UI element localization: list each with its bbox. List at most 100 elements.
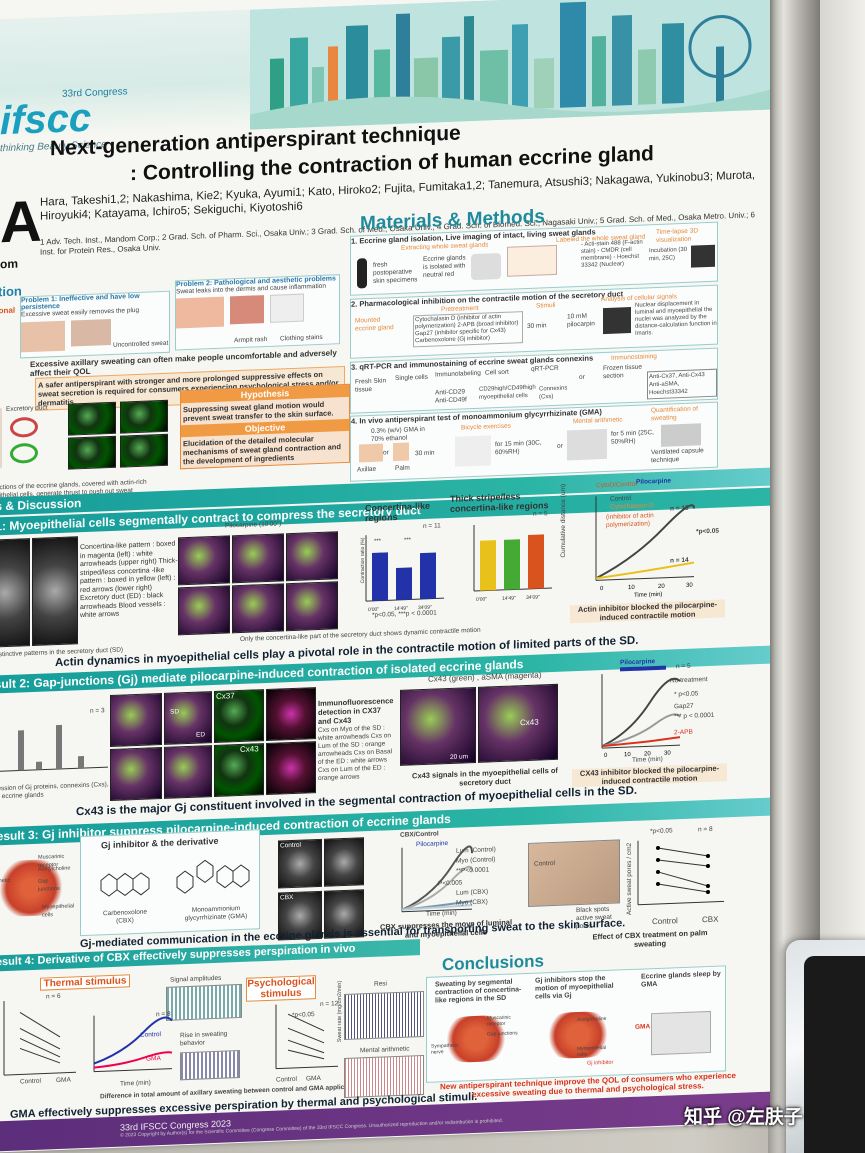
armpit-rash-photo (230, 295, 264, 325)
r1-graph-ylabel: Cumulative distance (um) (560, 483, 567, 558)
r3-ach: Acetylcholine (38, 865, 71, 873)
r1b-bar-3 (528, 534, 544, 589)
r2-apb-line (601, 736, 681, 748)
r3-control-label: Control (534, 859, 555, 868)
mental-arithmetic-photo (567, 428, 607, 461)
fluorescence-image-3 (68, 435, 116, 470)
r3-effect: Effect of CBX treatment on palm sweating (592, 928, 708, 949)
r1-tick-1: 0'00" (368, 607, 379, 613)
armpit-photo (71, 318, 111, 347)
r3-graph-title: CBX/Control (400, 830, 439, 839)
step3-sort: Cell sort (485, 368, 509, 377)
step3-fresh: Fresh Skin tissue (355, 377, 387, 394)
r1b-bar-1 (480, 540, 496, 591)
r1-x-20: 20 (658, 584, 665, 590)
axilla-icon (359, 443, 383, 463)
r2-notreat-line (601, 677, 681, 748)
r1-timelapse-1 (178, 535, 230, 586)
r4-x-gma: GMA (56, 1076, 71, 1085)
method-step4: 4. In vivo antiperspirant test of monoam… (350, 401, 718, 482)
excretory-duct-label: Excretory duct (6, 404, 48, 414)
r3-lum-cbx: Lum (CBX) (456, 888, 489, 897)
step3-labeling: Immunolabeling (435, 369, 481, 379)
r4-ylabel: Sweat rate (mg/cm2/min) (337, 980, 343, 1043)
r4-psych: Psychological stimulus (247, 976, 315, 1001)
r2-expression: Expression of Gj proteins, connexins (Cx… (0, 781, 109, 801)
r3-myo-cbx-line (401, 904, 473, 911)
r3-palm-photo (528, 839, 620, 907)
step4-or2: or (557, 442, 563, 450)
r2-image-5 (110, 747, 162, 802)
introduction-heading: tion (0, 283, 22, 300)
conclusion-gap: Gap junctions (487, 1030, 518, 1038)
r1-cyto-line (595, 561, 695, 580)
step4-palm: Palm (395, 464, 410, 473)
step4-quant: Quantification of sweating (651, 405, 698, 423)
r4-psych-chart (275, 1004, 338, 1070)
conclusion-1: Sweating by segmental contraction of con… (435, 978, 522, 1005)
r2-immuno: Immunofluorescence detection in CX37 and… (318, 696, 394, 727)
cropped-heading-text: om (0, 256, 18, 272)
microscope-icon (471, 252, 501, 281)
r4-psych-gma: GMA (306, 1074, 321, 1083)
r2-cx43-arrow: Cx43 (520, 717, 539, 728)
problem1-image-label: Uncontrolled sweat (113, 339, 169, 349)
r4-curve-control: Control (140, 1031, 161, 1039)
step3-cd49: Anti-CD29 Anti-CD49f (435, 388, 467, 405)
cropped-heading-letter: A (0, 188, 42, 256)
conclusion-ach: Acetylcholine (577, 1015, 607, 1024)
r2-image-6 (164, 745, 212, 799)
step2-nuclear: Nuclear displacement in luminal and myoe… (635, 300, 717, 337)
problem1-panel: Problem 1: Ineffective and have low pers… (20, 290, 170, 359)
step4-capsule: Ventilated capsule technique (651, 447, 704, 465)
r4-signal: Signal amplitudes (170, 974, 222, 984)
city-skyline-illustration (250, 0, 770, 130)
conclusions-heading: Conclusions (442, 951, 545, 975)
r1-xlabel: Time (min) (634, 592, 662, 599)
r3-pair-1 (657, 847, 709, 857)
cbx-structure (100, 872, 150, 897)
r1b-tick-1: 0'00" (476, 597, 487, 603)
r2-n5: n = 5 (676, 662, 691, 671)
foreground-device (786, 940, 865, 1153)
r4-resi: Resi (374, 980, 388, 988)
r3-p3: *p<0.05 (650, 827, 673, 836)
r2-x-10: 10 (624, 752, 631, 758)
r2-apb: 2-APB (674, 728, 693, 737)
fluorescence-image-2 (120, 399, 168, 434)
r1b-tick-3: 34'09" (526, 594, 540, 601)
r4-n8: n = 8 (156, 1010, 171, 1019)
conventional-label: ventional (0, 305, 16, 316)
hypothesis-box: Hypothesis Suppressing sweat gland motio… (180, 383, 350, 470)
sd-micrograph-2 (32, 536, 78, 647)
gland-illustration-area: Excretory duct (0, 398, 175, 485)
inflammation-illustration (176, 296, 224, 329)
r3-p2: P<0.005 (438, 879, 463, 888)
step4-30min: 30 min (415, 449, 435, 458)
r2-gap27-line (601, 713, 681, 748)
problem2-panel: Problem 2: Pathological and aesthetic pr… (175, 274, 340, 351)
r4-psych-box: Psychological stimulus (246, 975, 316, 1002)
plug-illustration (21, 320, 65, 353)
r3-myo: Myoepithelial cells (42, 903, 75, 919)
step4-mental: Mental arithmetic (573, 416, 623, 426)
r2-connexin-chart (0, 724, 108, 773)
r2-bar-cx37 (18, 730, 24, 771)
r1-pilocarpine: Pilocarpine (10'00") (225, 520, 282, 530)
r3-control-img-label: Control (280, 841, 301, 850)
result4-heading: Result 4: Derivative of CBX effectively … (0, 942, 356, 969)
r1-cumulative-chart: 0 10 20 30 Time (min) (595, 496, 695, 599)
human-figure-icon (357, 258, 367, 289)
r2-x-0: 0 (604, 753, 608, 759)
r1-legend: Concertina-like pattern : boxed in magen… (80, 540, 178, 620)
step3-antibodies: Anti-Cx37, Anti-Cx43 Anti-aSMA, Hoechst3… (647, 368, 717, 400)
r2-image-8 (266, 741, 316, 796)
step3-cx: Connexins (Cxs) (539, 385, 568, 401)
r1-graph-cyto: Cytochalasin D (610, 502, 654, 511)
step2-stimuli: Stimuli (536, 301, 556, 310)
r3-gap: Gap junctions (38, 878, 60, 893)
r2-image-1 (110, 693, 162, 748)
r2-bar-cx43 (56, 724, 62, 770)
r4-mental-trace (344, 1054, 424, 1099)
r2-p2: *** p < 0.0001 (674, 711, 715, 721)
